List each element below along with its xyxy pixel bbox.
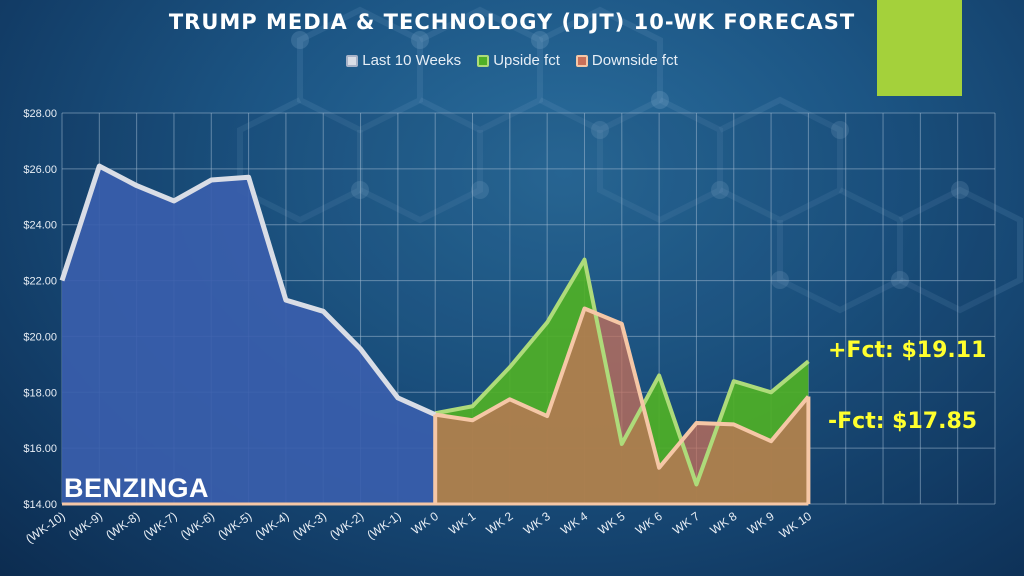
- y-tick-label: $14.00: [23, 499, 57, 511]
- x-tick-label: WK 2: [483, 509, 515, 537]
- series-line-upside-fct: [434, 257, 810, 487]
- x-tick-label: (WK-10): [23, 509, 68, 546]
- legend-label: Downside fct: [591, 52, 678, 69]
- legend-swatch: [477, 54, 490, 67]
- chart-title: TRUMP MEDIA & TECHNOLOGY (DJT) 10-WK FOR…: [168, 10, 856, 34]
- series-area-last-10-weeks: [62, 166, 436, 505]
- y-tick-label: $22.00: [23, 276, 57, 288]
- downside-forecast-callout: -Fct: $17.85: [828, 409, 978, 434]
- x-tick-label: (WK-7): [141, 509, 180, 542]
- x-tick-label: WK 3: [521, 509, 553, 537]
- x-tick-label: WK 1: [446, 509, 478, 537]
- series-line-last-10-weeks: [59, 163, 437, 417]
- legend-label: Last 10 Weeks: [362, 52, 462, 69]
- x-tick-label: WK 10: [777, 509, 815, 541]
- y-tick-label: $18.00: [23, 387, 57, 399]
- legend-label: Upside fct: [493, 52, 560, 69]
- x-tick-label: (WK-2): [327, 509, 366, 542]
- accent-block: [877, 0, 962, 96]
- x-tick-label: (WK-1): [364, 509, 403, 542]
- y-tick-label: $24.00: [23, 220, 57, 232]
- x-tick-label: (WK-8): [103, 509, 142, 542]
- x-tick-label: (WK-9): [66, 509, 105, 542]
- upside-forecast-callout: +Fct: $19.11: [828, 338, 987, 363]
- x-tick-label: WK 7: [670, 509, 702, 537]
- x-tick-label: (WK-6): [178, 509, 217, 542]
- x-tick-label: WK 5: [595, 509, 627, 537]
- x-tick-label: WK 0: [409, 509, 441, 537]
- benzinga-watermark: BENZINGA: [64, 473, 209, 503]
- legend-item-upside-fct: Upside fct: [477, 52, 560, 69]
- x-tick-label: WK 6: [633, 509, 665, 537]
- series-line-downside-fct: [434, 306, 810, 470]
- x-tick-label: WK 8: [707, 509, 739, 537]
- x-tick-label: (WK-3): [290, 509, 329, 542]
- x-tick-label: (WK-5): [215, 509, 254, 542]
- legend-item-last-10-weeks: Last 10 Weeks: [346, 52, 461, 69]
- x-tick-label: WK 9: [745, 509, 777, 537]
- legend-item-downside-fct: Downside fct: [575, 52, 678, 69]
- legend-swatch: [575, 54, 588, 67]
- y-tick-label: $16.00: [23, 443, 57, 455]
- legend: Last 10 Weeks Upside fct Downside fct: [0, 52, 1024, 69]
- series-area-downside-fct: [435, 308, 809, 504]
- y-tick-label: $28.00: [23, 108, 57, 120]
- x-tick-label: WK 4: [558, 509, 590, 537]
- y-tick-label: $26.00: [23, 164, 57, 176]
- x-tick-label: (WK-4): [252, 509, 291, 542]
- legend-swatch: [346, 54, 359, 67]
- y-tick-label: $20.00: [23, 331, 57, 343]
